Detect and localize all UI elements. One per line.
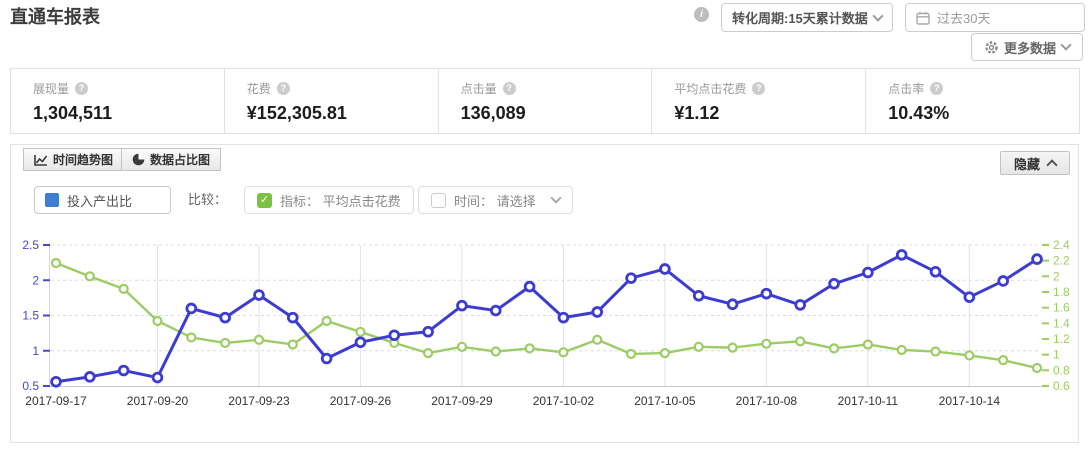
compare-label: 比较：	[188, 192, 228, 207]
stat-cost: 花费 ¥152,305.81	[223, 69, 438, 133]
stat-label: 平均点击花费	[674, 82, 747, 96]
trend-chart[interactable]: 0.5 1 1.5 2 2.5 0.6 0.8 1 1.2 1.4 1.6 1.8 2 2.2 2.4 201…	[11, 233, 1080, 439]
svg-text:2017-10-02: 2017-10-02	[533, 394, 595, 408]
legend-swatch	[45, 193, 59, 207]
date-range-label: 过去30天	[937, 11, 991, 26]
svg-text:2017-10-14: 2017-10-14	[939, 394, 1001, 408]
chevron-down-icon	[1060, 39, 1072, 51]
svg-text:0.5: 0.5	[22, 379, 39, 393]
svg-text:1: 1	[32, 344, 39, 358]
line-chart-icon	[34, 154, 48, 166]
chevron-up-icon	[1046, 159, 1058, 171]
stat-value: ¥152,305.81	[246, 103, 347, 123]
more-data-label: 更多数据	[1003, 40, 1056, 56]
stat-impressions: 展现量 1,304,511	[11, 69, 224, 133]
tab-time-trend[interactable]: 时间趋势图	[23, 148, 125, 171]
stat-value: ¥1.12	[674, 103, 720, 123]
svg-text:2: 2	[32, 273, 39, 287]
svg-text:1.6: 1.6	[1053, 301, 1070, 315]
hide-label: 隐藏	[1013, 156, 1040, 172]
stats-bar: 展现量 1,304,511 花费 ¥152,305.81 点击量 136,089…	[10, 68, 1080, 134]
svg-text:2017-09-29: 2017-09-29	[431, 394, 493, 408]
legend-label: 投入产出比	[67, 193, 133, 209]
svg-text:2017-10-08: 2017-10-08	[736, 394, 798, 408]
svg-text:1: 1	[1053, 348, 1060, 362]
svg-text:1.5: 1.5	[22, 309, 39, 323]
svg-text:2017-09-20: 2017-09-20	[127, 394, 189, 408]
stat-value: 136,089	[460, 103, 526, 123]
svg-text:0.6: 0.6	[1053, 379, 1070, 393]
stat-avg-cpc: 平均点击花费 ¥1.12	[651, 69, 865, 133]
page-title: 直通车报表	[10, 7, 100, 27]
chevron-down-icon	[549, 192, 562, 204]
svg-text:2017-09-26: 2017-09-26	[330, 394, 392, 408]
stat-value: 10.43%	[888, 103, 950, 123]
stat-label: 展现量	[33, 82, 70, 96]
help-icon[interactable]	[930, 82, 944, 95]
help-icon[interactable]	[502, 82, 516, 95]
hide-button[interactable]: 隐藏	[999, 151, 1070, 175]
help-icon[interactable]	[752, 82, 766, 95]
stat-label: 点击量	[460, 82, 497, 96]
date-range-picker[interactable]: 过去30天	[905, 3, 1085, 32]
gear-icon	[985, 40, 998, 54]
checkbox-unchecked-icon[interactable]	[431, 192, 446, 208]
svg-text:2: 2	[1053, 269, 1060, 283]
stat-label: 花费	[246, 82, 271, 96]
conversion-period-label: 转化周期:15天累计数据	[732, 11, 868, 26]
svg-text:1.4: 1.4	[1053, 316, 1070, 330]
conversion-period-dropdown[interactable]: 转化周期:15天累计数据	[721, 3, 893, 32]
stat-ctr: 点击率 10.43%	[865, 69, 1079, 133]
calendar-icon	[916, 11, 930, 25]
stat-clicks: 点击量 136,089	[437, 69, 652, 133]
checkbox-checked-icon[interactable]	[257, 192, 272, 208]
stat-value: 1,304,511	[33, 103, 113, 123]
pie-chart-icon	[132, 153, 145, 166]
time-label: 时间： 请选择	[454, 193, 536, 209]
stat-label: 点击率	[888, 82, 925, 96]
tab-data-ratio[interactable]: 数据占比图	[121, 148, 222, 171]
svg-text:2.5: 2.5	[22, 238, 39, 252]
metric-label: 指标： 平均点击花费	[280, 193, 401, 209]
help-icon[interactable]	[276, 82, 290, 95]
metric-filter[interactable]: 指标： 平均点击花费	[244, 186, 414, 214]
chart-panel: 时间趋势图 数据占比图 隐藏 投入产出比 比较： 指标： 平均点击花费 时间： …	[10, 144, 1079, 443]
svg-text:1.8: 1.8	[1053, 285, 1070, 299]
info-icon[interactable]	[694, 7, 709, 22]
tab-label: 数据占比图	[150, 153, 211, 167]
time-filter[interactable]: 时间： 请选择	[418, 186, 573, 214]
svg-text:2017-10-11: 2017-10-11	[838, 394, 899, 408]
svg-text:2017-09-23: 2017-09-23	[228, 394, 290, 408]
svg-text:2.4: 2.4	[1053, 238, 1070, 252]
trend-chart-svg[interactable]: 0.511.522.50.60.811.21.41.61.822.22.4201…	[11, 233, 1080, 439]
svg-text:0.8: 0.8	[1053, 363, 1070, 377]
svg-text:2.2: 2.2	[1053, 254, 1070, 268]
svg-text:1.2: 1.2	[1053, 332, 1070, 346]
more-data-button[interactable]: 更多数据	[971, 33, 1083, 61]
svg-text:2017-10-05: 2017-10-05	[634, 394, 696, 408]
tab-label: 时间趋势图	[53, 153, 114, 167]
help-icon[interactable]	[75, 82, 89, 95]
svg-text:2017-09-17: 2017-09-17	[25, 394, 87, 408]
roi-legend[interactable]: 投入产出比	[34, 186, 171, 214]
chevron-down-icon	[872, 9, 884, 22]
